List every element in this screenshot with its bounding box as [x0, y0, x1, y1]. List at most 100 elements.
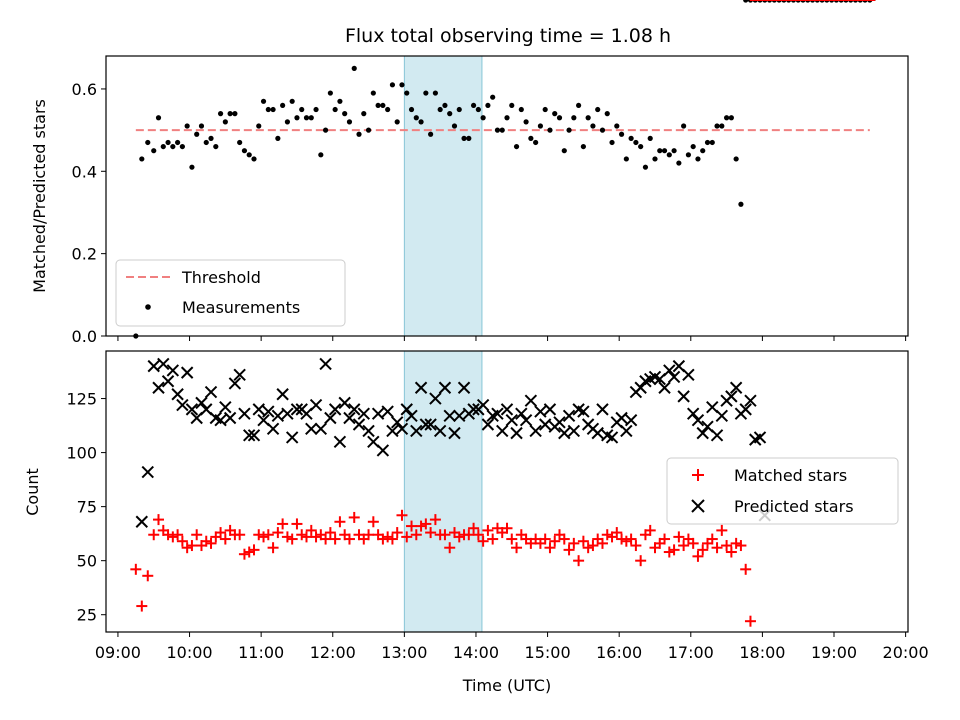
- predicted-star-point: [195, 396, 208, 410]
- predicted-star-point: [729, 381, 743, 394]
- predicted-star-point: [453, 409, 466, 423]
- measurement-point: [599, 127, 606, 133]
- predicted-star-point: [448, 426, 461, 440]
- predicted-star-point: [328, 403, 342, 416]
- matched-star-point: [277, 518, 289, 530]
- predicted-star-point: [529, 424, 542, 438]
- matched-star-point: [644, 524, 656, 536]
- matched-star-point: [401, 531, 413, 543]
- matched-star-point: [386, 533, 398, 545]
- measurement-point: [370, 90, 376, 96]
- predicted-star-point: [243, 429, 256, 442]
- measurement-point: [461, 135, 467, 141]
- predicted-star-point: [157, 357, 170, 371]
- measurement-point: [385, 106, 391, 113]
- bottom-highlight-span: [403, 350, 483, 633]
- measurement-point: [408, 106, 415, 113]
- matched-star-point: [243, 546, 255, 558]
- matched-star-point: [406, 520, 418, 532]
- matched-star-point: [472, 529, 484, 541]
- predicted-star-point: [725, 390, 738, 403]
- matched-star-point: [735, 540, 747, 552]
- matched-star-point: [568, 537, 580, 549]
- matched-star-point: [453, 531, 465, 543]
- measurement-point: [404, 90, 410, 96]
- measurement-point: [604, 111, 610, 117]
- measurement-point: [432, 90, 438, 96]
- matched-star-point: [296, 529, 308, 541]
- measurement-point: [728, 115, 734, 121]
- predicted-star-point: [491, 407, 504, 420]
- measurement-point: [423, 90, 429, 96]
- measurement-point: [275, 135, 281, 141]
- predicted-star-point: [338, 396, 351, 410]
- matched-star-point: [439, 529, 451, 541]
- matched-star-point: [501, 522, 513, 534]
- predicted-star-point: [476, 398, 490, 412]
- measurement-point: [681, 123, 687, 129]
- predicted-star-point: [362, 424, 375, 438]
- measurement-point: [504, 115, 510, 121]
- matched-star-point: [611, 527, 623, 539]
- predicted-star-point: [715, 409, 729, 423]
- predicted-star-point: [457, 381, 471, 394]
- measurement-point: [241, 148, 248, 154]
- measurement-point: [647, 135, 653, 141]
- measurement-point: [633, 139, 639, 146]
- measurement-point: [332, 106, 338, 113]
- predicted-star-point: [429, 392, 442, 405]
- matched-star-point: [153, 514, 165, 526]
- matched-star-point: [148, 529, 160, 541]
- measurement-point: [394, 119, 400, 125]
- matched-star-point: [215, 527, 227, 539]
- measurement-point: [690, 143, 696, 150]
- matched-star-point: [577, 535, 589, 547]
- matched-star-point: [267, 542, 279, 554]
- measurement-point: [571, 115, 577, 121]
- measurement-point: [666, 152, 672, 158]
- measurement-point: [638, 143, 644, 150]
- matched-star-point: [463, 529, 475, 541]
- predicted-star-point: [214, 413, 227, 427]
- measurement-point: [466, 135, 472, 141]
- matched-star-point: [544, 542, 556, 554]
- predicted-star-point: [615, 411, 628, 425]
- measurement-point: [375, 102, 381, 109]
- x-tick-label: 14:00: [453, 643, 499, 662]
- measurement-point: [685, 152, 692, 158]
- x-tick-label: 15:00: [525, 643, 571, 662]
- predicted-star-point: [376, 444, 390, 457]
- matched-star-point: [305, 524, 317, 536]
- measurement-point: [490, 94, 496, 100]
- measurement-point: [723, 115, 730, 121]
- predicted-star-point: [223, 411, 237, 425]
- predicted-star-point: [371, 407, 385, 420]
- measurement-point: [208, 135, 214, 141]
- y-tick-label: 125: [66, 390, 97, 409]
- measurement-point: [714, 123, 720, 129]
- x-tick-label: 18:00: [739, 643, 785, 662]
- matched-star-point: [587, 540, 599, 552]
- measurement-point: [485, 102, 491, 109]
- matched-star-point: [635, 555, 647, 567]
- predicted-star-point: [710, 429, 724, 442]
- bottom-panel: 25 50 75 100 125 09:00 10:00 11:00 12:00 13:00 14…: [23, 0, 929, 695]
- bottom-legend-box: [666, 457, 899, 525]
- matched-star-point: [363, 529, 375, 541]
- measurement-point: [313, 106, 319, 113]
- predicted-star-point: [744, 394, 757, 407]
- matched-star-point: [678, 540, 690, 552]
- measurement-point: [509, 102, 515, 109]
- measurement-point: [217, 111, 224, 117]
- predicted-star-point: [663, 364, 676, 377]
- matched-star-point: [558, 533, 570, 545]
- matched-star-point: [425, 527, 437, 539]
- predicted-star-point: [262, 405, 275, 418]
- bottom-axes-frame: [105, 350, 909, 633]
- y-tick-label: 0.0: [72, 327, 97, 346]
- measurement-point: [475, 106, 481, 113]
- matched-star-point: [663, 546, 675, 558]
- predicted-star-point: [281, 407, 294, 420]
- matched-star-point: [348, 511, 360, 523]
- matched-star-point: [130, 563, 142, 575]
